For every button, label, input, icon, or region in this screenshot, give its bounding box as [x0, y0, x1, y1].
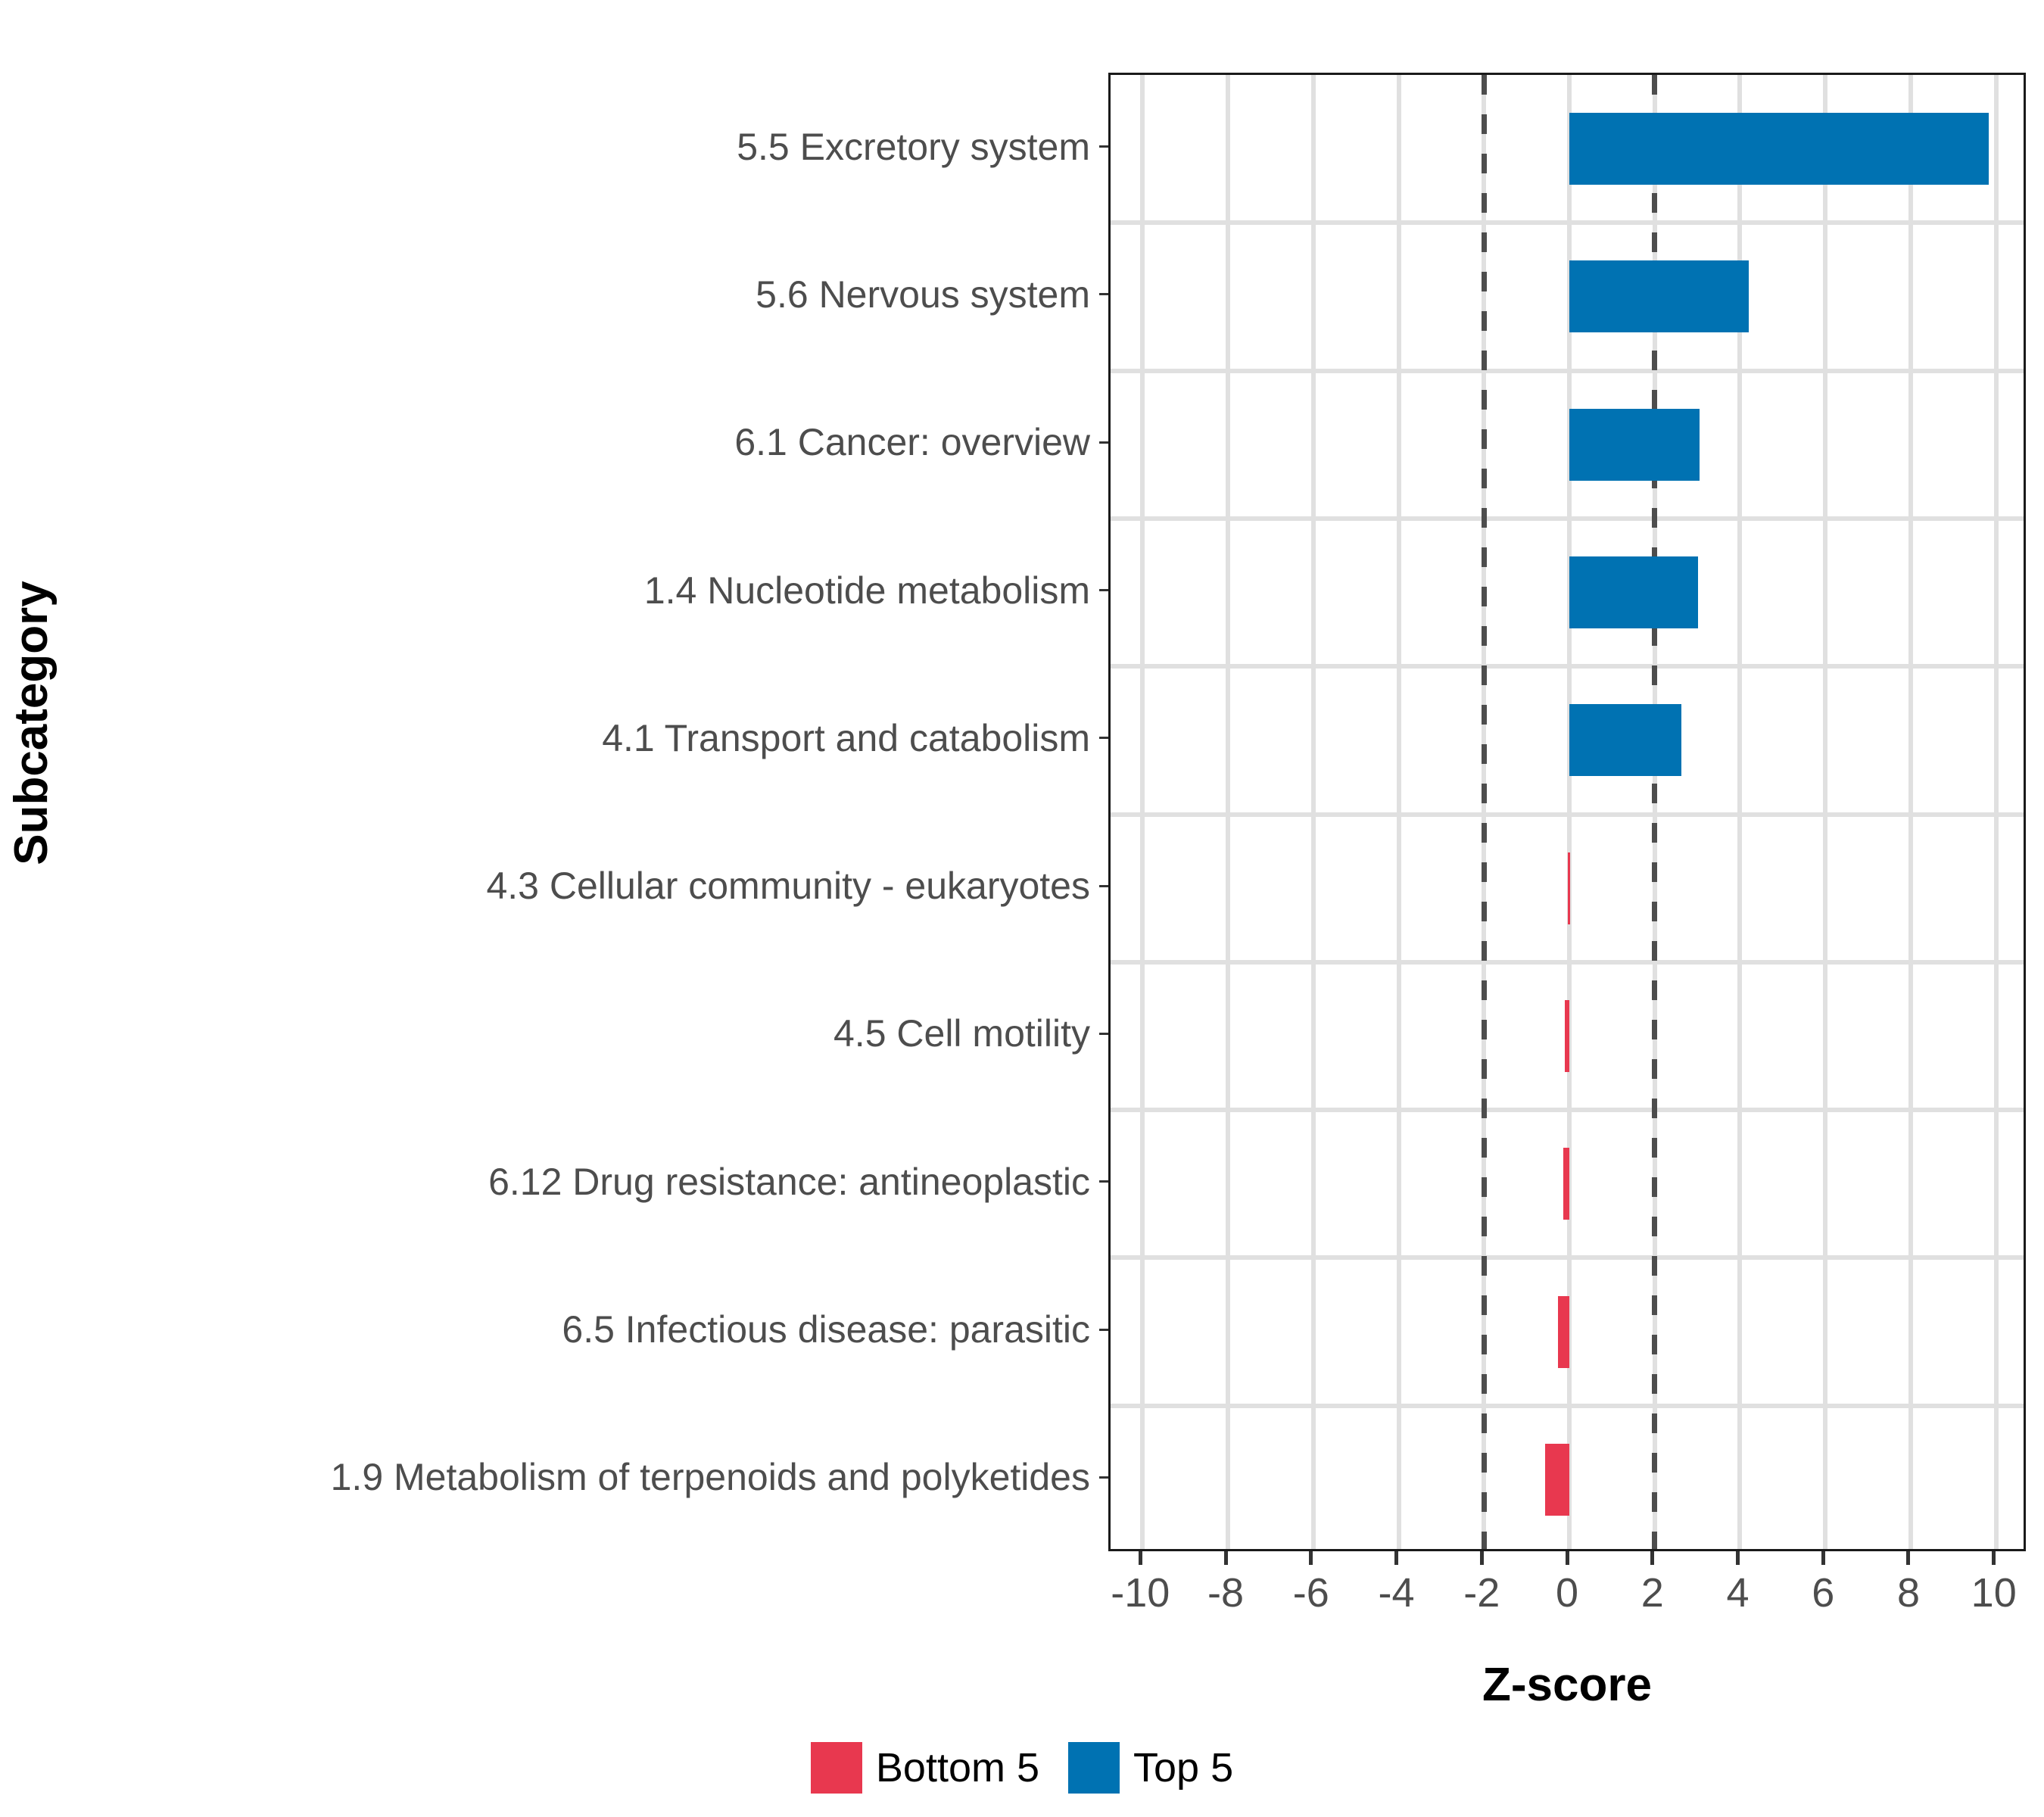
x-axis-ticks: -10 -8 -6 -4 -2 0 2 4 6 8 10	[1108, 1551, 2026, 1650]
x-axis-tick-mark	[1992, 1551, 1996, 1565]
bar	[1569, 113, 1989, 185]
x-axis-tick-label: -8	[1207, 1570, 1245, 1616]
gridline-horizontal	[1111, 516, 2024, 521]
x-axis-tick-label: -2	[1463, 1570, 1500, 1616]
plot-panel	[1108, 73, 2026, 1551]
legend-item[interactable]: Bottom 5	[810, 1742, 1039, 1794]
x-axis-tick-mark	[1906, 1551, 1911, 1565]
y-axis-tick-mark	[1099, 589, 1108, 592]
x-axis-tick-mark	[1565, 1551, 1569, 1565]
y-axis-tick-mark	[1099, 293, 1108, 296]
x-axis-tick-label: -6	[1292, 1570, 1329, 1616]
x-axis-tick-label: 2	[1640, 1570, 1664, 1616]
legend-item[interactable]: Top 5	[1068, 1742, 1233, 1794]
bar	[1563, 1148, 1569, 1220]
x-axis-tick-mark	[1821, 1551, 1825, 1565]
y-axis-tick-mark	[1099, 1032, 1108, 1035]
y-axis-tick-label: 1.4 Nucleotide metabolism	[643, 569, 1090, 612]
x-axis-title: Z-score	[1482, 1659, 1652, 1711]
y-axis-tick-label: 4.3 Cellular community - eukaryotes	[486, 865, 1090, 908]
bar	[1569, 556, 1699, 629]
reference-line	[1481, 75, 1487, 1549]
y-axis-tick-mark	[1099, 1476, 1108, 1479]
legend-label: Bottom 5	[875, 1745, 1039, 1791]
x-axis-tick-mark	[1394, 1551, 1398, 1565]
y-axis-tick-mark	[1099, 145, 1108, 148]
y-axis-tick-mark	[1099, 1328, 1108, 1331]
gridline-horizontal	[1111, 1403, 2024, 1408]
legend-swatch-icon	[810, 1742, 862, 1794]
x-axis-tick-mark	[1479, 1551, 1484, 1565]
y-axis-tick-label: 5.5 Excretory system	[737, 125, 1090, 168]
x-axis-tick-label: -4	[1378, 1570, 1415, 1616]
bar	[1557, 1295, 1569, 1368]
y-axis-tick-label: 1.9 Metabolism of terpenoids and polyket…	[330, 1456, 1090, 1499]
gridline-horizontal	[1111, 664, 2024, 669]
y-axis-tick-label: 6.12 Drug resistance: antineoplastic	[488, 1160, 1090, 1203]
legend-swatch-icon	[1068, 1742, 1120, 1794]
bar	[1567, 852, 1570, 924]
bar	[1569, 260, 1749, 333]
gridline-horizontal	[1111, 959, 2024, 965]
bar	[1544, 1443, 1569, 1516]
x-axis-tick-mark	[1309, 1551, 1313, 1565]
x-axis-tick-label: -10	[1111, 1570, 1170, 1616]
bar	[1564, 999, 1569, 1072]
y-axis-tick-labels: 5.5 Excretory system 5.6 Nervous system 6.…	[0, 73, 1090, 1551]
y-axis-tick-mark	[1099, 441, 1108, 444]
y-axis-tick-label: 4.5 Cell motility	[833, 1012, 1090, 1055]
x-axis-tick-label: 0	[1555, 1570, 1579, 1616]
y-axis-tick-mark	[1099, 737, 1108, 740]
x-axis-tick-label: 4	[1726, 1570, 1750, 1616]
y-axis-tick-label: 4.1 Transport and catabolism	[602, 716, 1090, 759]
y-axis-tick-mark	[1099, 1180, 1108, 1183]
y-axis-tick-mark	[1099, 884, 1108, 887]
gridline-horizontal	[1111, 368, 2024, 373]
gridline-horizontal	[1111, 1255, 2024, 1261]
x-axis-tick-label: 6	[1812, 1570, 1835, 1616]
x-axis-tick-mark	[1138, 1551, 1142, 1565]
gridline-horizontal	[1111, 812, 2024, 817]
x-axis-tick-label: 10	[1971, 1570, 2017, 1616]
y-axis-tick-label: 6.5 Infectious disease: parasitic	[562, 1308, 1090, 1351]
y-axis-tick-label: 5.6 Nervous system	[756, 273, 1090, 316]
bar	[1569, 408, 1700, 481]
y-axis-tick-label: 6.1 Cancer: overview	[734, 421, 1090, 464]
x-axis-tick-mark	[1223, 1551, 1228, 1565]
legend-label: Top 5	[1133, 1745, 1234, 1791]
bar	[1569, 704, 1681, 777]
gridline-horizontal	[1111, 1108, 2024, 1113]
gridline-horizontal	[1111, 220, 2024, 226]
x-axis-tick-mark	[1735, 1551, 1740, 1565]
chart-legend: Bottom 5 Top 5	[0, 1734, 2044, 1802]
x-axis-tick-label: 8	[1896, 1570, 1920, 1616]
reference-line	[1652, 75, 1658, 1549]
x-axis-tick-mark	[1650, 1551, 1655, 1565]
